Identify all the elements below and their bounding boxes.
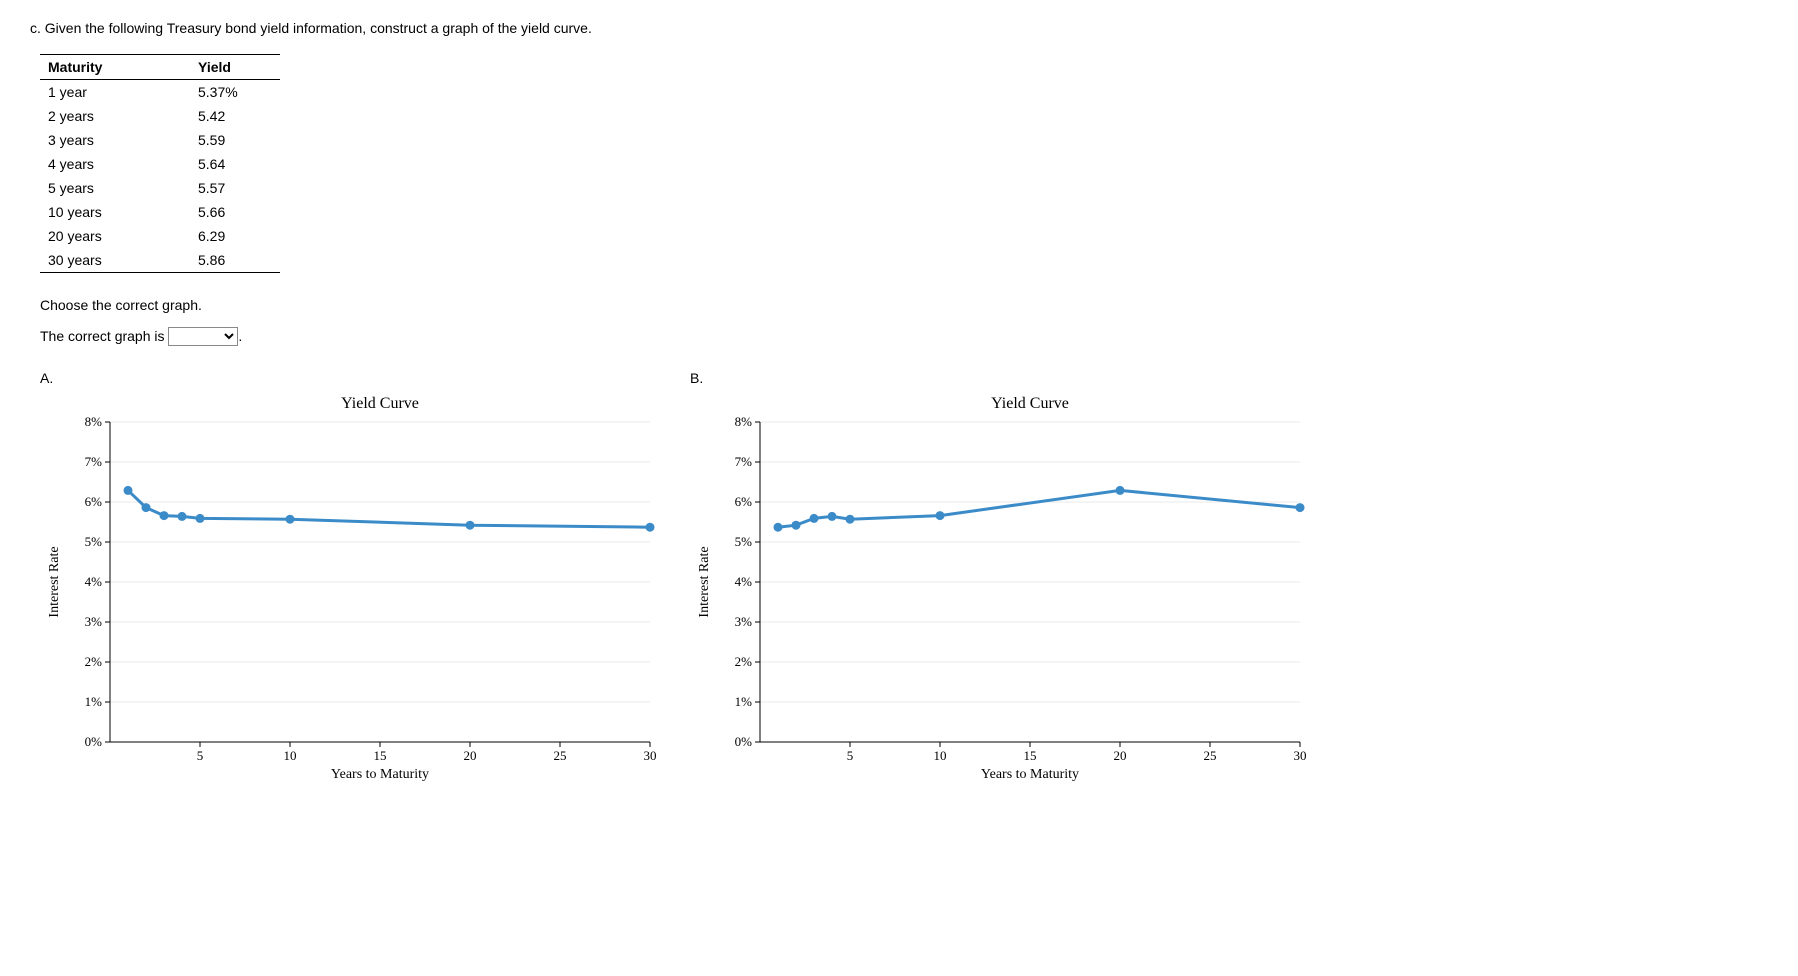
- answer-select[interactable]: [168, 327, 238, 346]
- cell-yield: 5.37%: [190, 80, 280, 105]
- x-tick-label: 5: [847, 748, 854, 763]
- prompt-choose: Choose the correct graph.: [40, 297, 1768, 313]
- question-prefix: c.: [30, 20, 45, 36]
- y-tick-label: 5%: [735, 534, 753, 549]
- chart-title: Yield Curve: [991, 395, 1069, 412]
- y-tick-label: 8%: [735, 414, 753, 429]
- y-tick-label: 5%: [85, 534, 103, 549]
- series-point: [160, 511, 169, 520]
- answer-line-suffix: .: [238, 328, 242, 344]
- series-line: [778, 490, 1300, 527]
- y-tick-label: 8%: [85, 414, 103, 429]
- table-row: 4 years5.64: [40, 152, 280, 176]
- cell-maturity: 1 year: [40, 80, 190, 105]
- cell-maturity: 10 years: [40, 200, 190, 224]
- cell-maturity: 30 years: [40, 248, 190, 273]
- chart-label-a: A.: [40, 370, 660, 386]
- series-point: [142, 503, 151, 512]
- y-tick-label: 0%: [85, 734, 103, 749]
- series-point: [810, 514, 819, 523]
- x-tick-label: 30: [1294, 748, 1307, 763]
- cell-maturity: 20 years: [40, 224, 190, 248]
- y-tick-label: 7%: [85, 454, 103, 469]
- y-tick-label: 1%: [85, 694, 103, 709]
- cell-yield: 5.59: [190, 128, 280, 152]
- y-axis-label: Interest Rate: [697, 546, 712, 617]
- table-row: 30 years5.86: [40, 248, 280, 273]
- x-tick-label: 15: [374, 748, 387, 763]
- series-point: [792, 521, 801, 530]
- series-point: [646, 523, 655, 532]
- x-tick-label: 25: [1204, 748, 1217, 763]
- table-row: 1 year5.37%: [40, 80, 280, 105]
- chart-block-b: B. Yield Curve 0% 1% 2% 3% 4% 5% 6% 7% 8% 5 10 15 20 2…: [690, 370, 1310, 792]
- question-text: c. Given the following Treasury bond yie…: [30, 20, 1768, 36]
- x-tick-label: 20: [1114, 748, 1127, 763]
- yield-table-body: 1 year5.37%2 years5.423 years5.594 years…: [40, 80, 280, 273]
- series-point: [828, 512, 837, 521]
- table-row: 3 years5.59: [40, 128, 280, 152]
- x-tick-label: 5: [197, 748, 204, 763]
- x-tick-label: 10: [284, 748, 297, 763]
- x-axis-label: Years to Maturity: [331, 767, 429, 782]
- series-point: [196, 514, 205, 523]
- cell-yield: 6.29: [190, 224, 280, 248]
- y-tick-label: 2%: [85, 654, 103, 669]
- series-point: [846, 515, 855, 524]
- table-row: 10 years5.66: [40, 200, 280, 224]
- y-tick-label: 4%: [735, 574, 753, 589]
- chart-title: Yield Curve: [341, 395, 419, 412]
- yield-table-header-yield: Yield: [190, 55, 280, 80]
- y-tick-label: 6%: [735, 494, 753, 509]
- series-point: [124, 486, 133, 495]
- cell-yield: 5.86: [190, 248, 280, 273]
- y-tick-label: 1%: [735, 694, 753, 709]
- y-tick-label: 2%: [735, 654, 753, 669]
- chart-block-a: A. Yield Curve 0% 1% 2% 3% 4% 5% 6% 7% 8% 5 10 15 20 2…: [40, 370, 660, 792]
- yield-curve-chart-a: Yield Curve 0% 1% 2% 3% 4% 5% 6% 7% 8% 5 10 15 20 25 30…: [40, 392, 660, 792]
- series-point: [178, 512, 187, 521]
- y-tick-label: 3%: [735, 614, 753, 629]
- cell-yield: 5.66: [190, 200, 280, 224]
- x-tick-label: 10: [934, 748, 947, 763]
- series-point: [286, 515, 295, 524]
- question-body: Given the following Treasury bond yield …: [45, 20, 592, 36]
- x-tick-label: 15: [1024, 748, 1037, 763]
- answer-line-prefix: The correct graph is: [40, 328, 168, 344]
- series-point: [936, 511, 945, 520]
- cell-maturity: 5 years: [40, 176, 190, 200]
- y-tick-label: 4%: [85, 574, 103, 589]
- cell-yield: 5.57: [190, 176, 280, 200]
- x-tick-label: 30: [644, 748, 657, 763]
- y-tick-label: 6%: [85, 494, 103, 509]
- y-tick-label: 7%: [735, 454, 753, 469]
- yield-curve-chart-b: Yield Curve 0% 1% 2% 3% 4% 5% 6% 7% 8% 5 10 15 20 25 30…: [690, 392, 1310, 792]
- cell-maturity: 4 years: [40, 152, 190, 176]
- chart-label-b: B.: [690, 370, 1310, 386]
- y-tick-label: 0%: [735, 734, 753, 749]
- y-tick-label: 3%: [85, 614, 103, 629]
- x-tick-label: 20: [464, 748, 477, 763]
- charts-row: A. Yield Curve 0% 1% 2% 3% 4% 5% 6% 7% 8% 5 10 15 20 2…: [40, 370, 1768, 792]
- y-axis-label: Interest Rate: [47, 546, 62, 617]
- cell-maturity: 3 years: [40, 128, 190, 152]
- series-point: [1116, 486, 1125, 495]
- table-row: 20 years6.29: [40, 224, 280, 248]
- yield-table: Maturity Yield 1 year5.37%2 years5.423 y…: [40, 54, 280, 273]
- cell-maturity: 2 years: [40, 104, 190, 128]
- x-axis-label: Years to Maturity: [981, 767, 1079, 782]
- answer-line: The correct graph is .: [40, 327, 1768, 346]
- x-tick-label: 25: [554, 748, 567, 763]
- series-point: [1296, 503, 1305, 512]
- series-point: [774, 523, 783, 532]
- table-row: 5 years5.57: [40, 176, 280, 200]
- yield-table-header-maturity: Maturity: [40, 55, 190, 80]
- cell-yield: 5.42: [190, 104, 280, 128]
- table-row: 2 years5.42: [40, 104, 280, 128]
- series-line: [128, 490, 650, 527]
- series-point: [466, 521, 475, 530]
- cell-yield: 5.64: [190, 152, 280, 176]
